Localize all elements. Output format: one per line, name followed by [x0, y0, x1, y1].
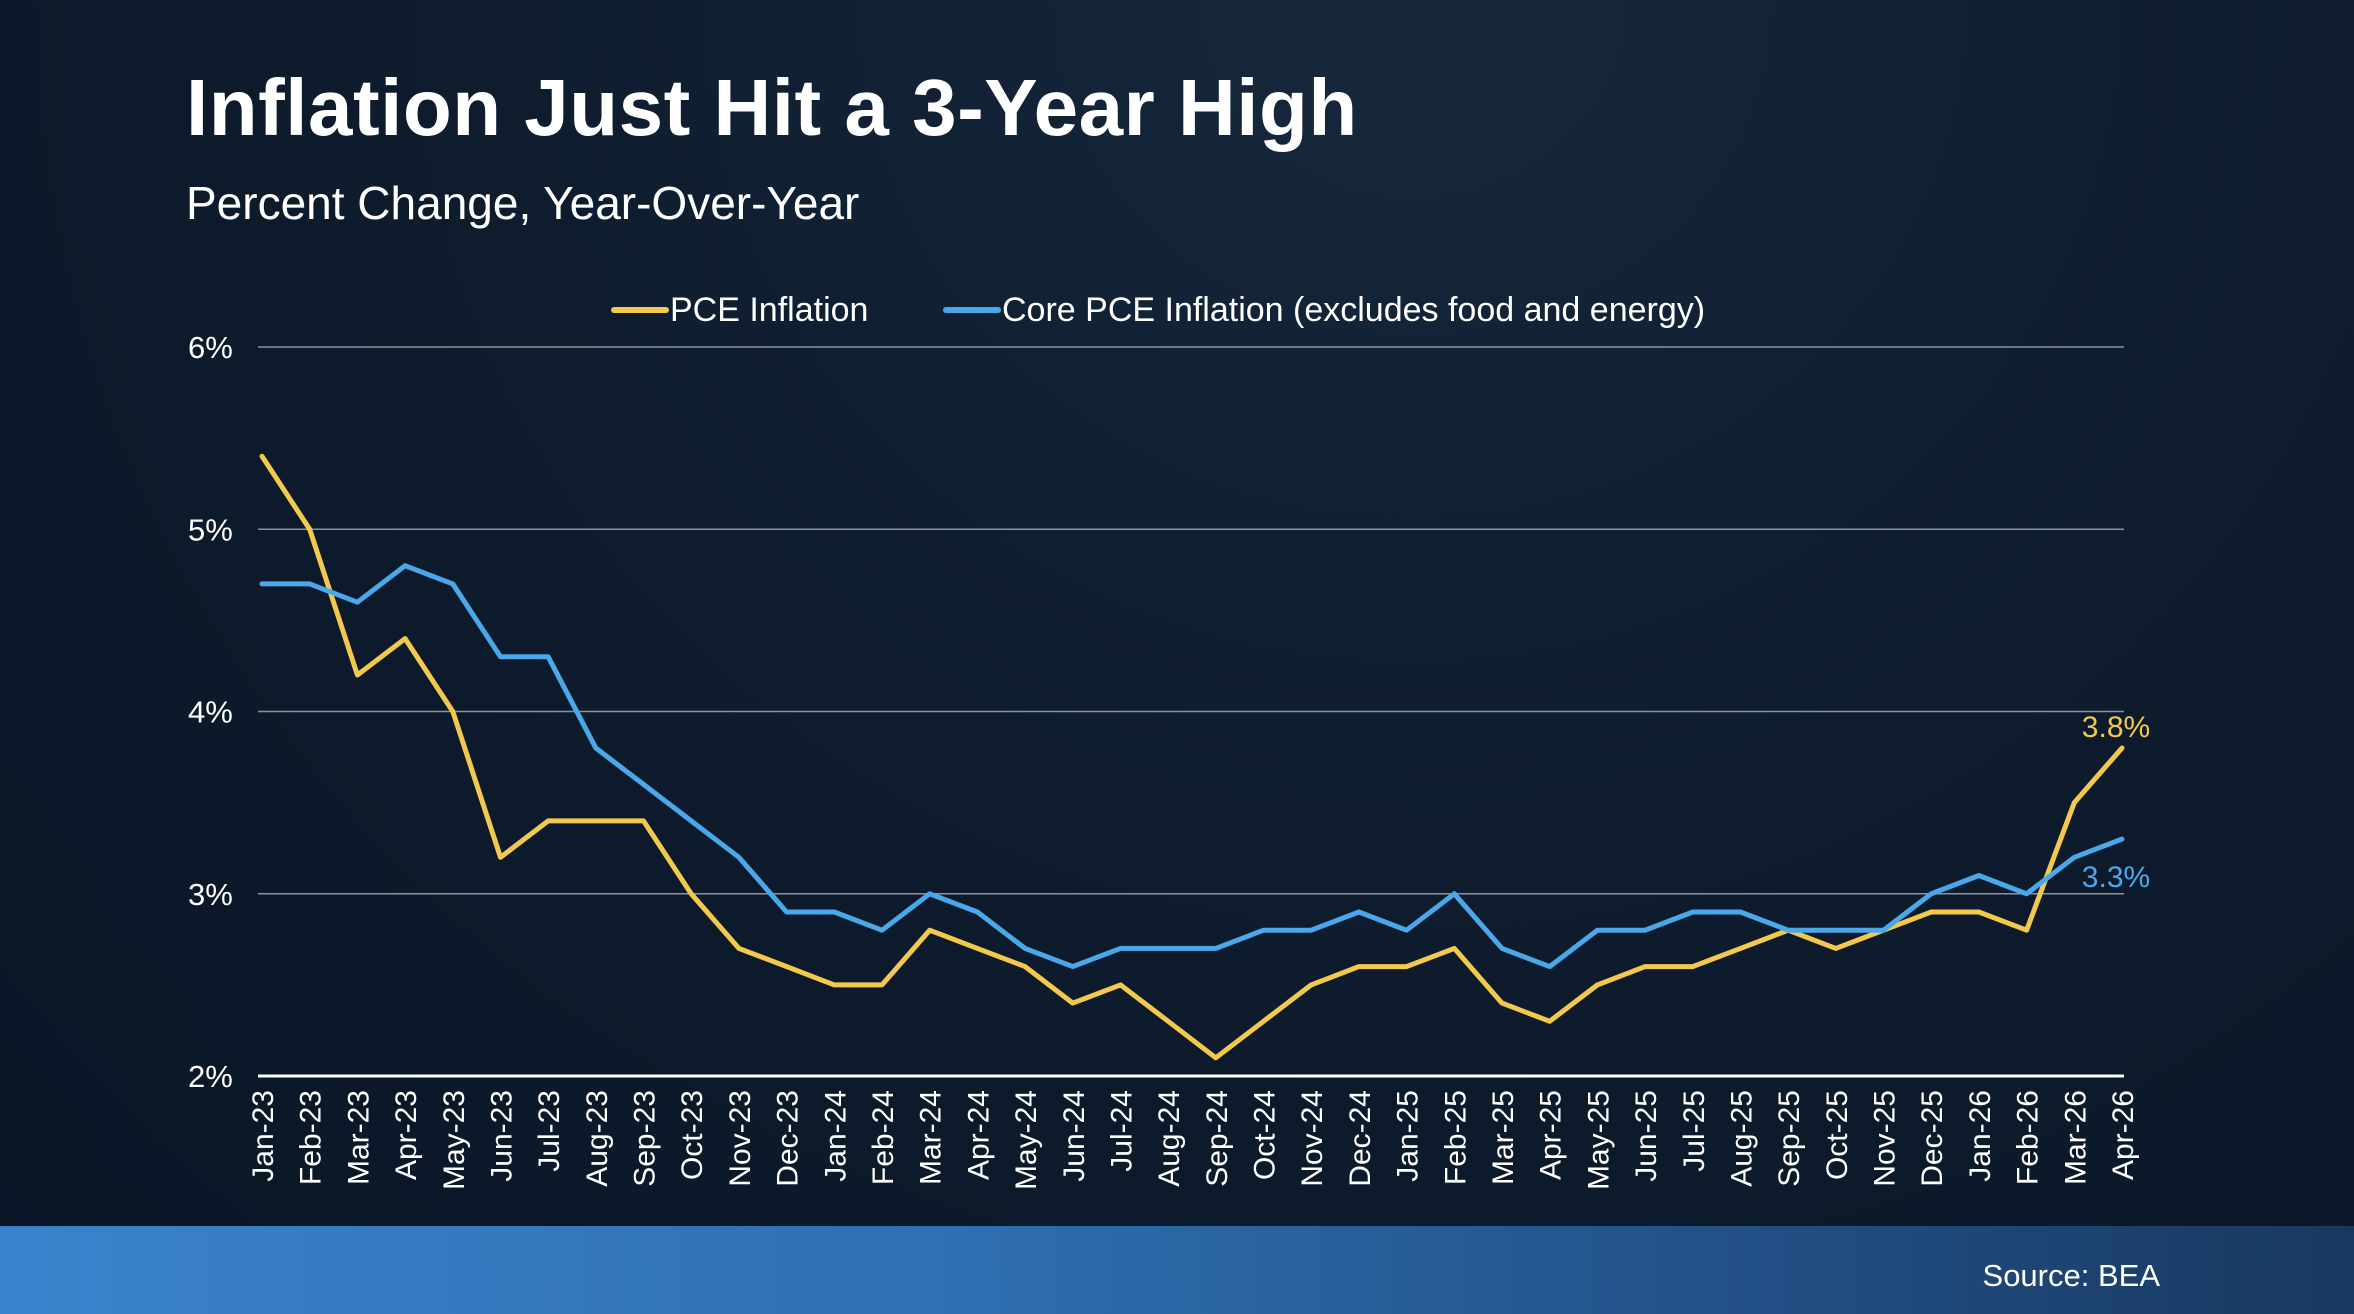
y-tick-label: 2%: [188, 1059, 233, 1094]
x-tick-label: Apr-23: [390, 1090, 423, 1180]
x-tick-label: Dec-24: [1344, 1090, 1377, 1187]
x-tick-label: Jun-23: [485, 1090, 518, 1182]
chart-subtitle: Percent Change, Year-Over-Year: [186, 177, 860, 229]
x-tick-label: Aug-24: [1153, 1090, 1186, 1187]
x-tick-label: Jan-25: [1392, 1090, 1425, 1182]
x-tick-label: Jul-24: [1105, 1090, 1138, 1172]
x-tick-label: Apr-25: [1535, 1090, 1568, 1180]
x-tick-label: Feb-24: [867, 1090, 900, 1185]
x-tick-label: Jan-23: [247, 1090, 280, 1182]
x-tick-label: May-25: [1582, 1090, 1615, 1190]
x-tick-label: Nov-23: [724, 1090, 757, 1187]
x-tick-label: Dec-25: [1916, 1090, 1949, 1187]
x-tick-label: Nov-24: [1296, 1090, 1329, 1187]
x-tick-label: Mar-26: [2059, 1090, 2092, 1185]
series-lines: [259, 453, 2125, 1061]
x-tick-label: Feb-23: [295, 1090, 328, 1185]
y-axis-ticks: 2% 3% 4% 5% 6%: [188, 330, 233, 1094]
line-chart: 2% 3% 4% 5% 6% Jan-23 Feb-23 Mar-23 Apr-23 May-2…: [188, 291, 2151, 1190]
x-tick-label: Jan-24: [819, 1090, 852, 1182]
x-tick-label: Aug-23: [581, 1090, 614, 1187]
x-tick-label: Feb-26: [2012, 1090, 2045, 1185]
x-tick-label: Aug-25: [1725, 1090, 1758, 1187]
core-pce-end-label: 3.3%: [2082, 861, 2150, 894]
y-tick-label: 5%: [188, 512, 233, 547]
legend-label-pce: PCE Inflation: [670, 291, 868, 329]
x-tick-label: Jun-24: [1058, 1090, 1091, 1182]
legend-label-core-pce: Core PCE Inflation (excludes food and en…: [1002, 291, 1705, 329]
x-tick-label: Oct-24: [1249, 1090, 1282, 1180]
legend: PCE Inflation Core PCE Inflation (exclude…: [611, 291, 1705, 329]
x-tick-label: Jul-23: [533, 1090, 566, 1172]
x-tick-label: Apr-24: [962, 1090, 995, 1180]
x-tick-label: Apr-26: [2107, 1090, 2140, 1180]
x-tick-label: Mar-23: [342, 1090, 375, 1185]
x-tick-label: Oct-23: [676, 1090, 709, 1180]
y-tick-label: 3%: [188, 877, 233, 912]
x-tick-label: Oct-25: [1821, 1090, 1854, 1180]
x-tick-label: Sep-24: [1201, 1090, 1234, 1187]
footer-bar: Source: BEA: [0, 1226, 2354, 1314]
x-tick-label: May-23: [438, 1090, 471, 1190]
chart-title: Inflation Just Hit a 3-Year High: [186, 63, 1358, 152]
grid-lines: [258, 346, 2124, 1078]
x-tick-label: Mar-24: [915, 1090, 948, 1185]
x-tick-label: Nov-25: [1869, 1090, 1902, 1187]
x-tick-label: Sep-23: [629, 1090, 662, 1187]
end-labels: 3.8% 3.3%: [2082, 711, 2150, 894]
source-note: Source: BEA: [1982, 1258, 2160, 1293]
x-tick-label: Mar-25: [1487, 1090, 1520, 1185]
pce-inflation-line: [259, 453, 2125, 1061]
x-tick-label: Jun-25: [1630, 1090, 1663, 1182]
x-tick-label: Sep-25: [1773, 1090, 1806, 1187]
x-tick-label: Feb-25: [1439, 1090, 1472, 1185]
x-tick-label: Dec-23: [772, 1090, 805, 1187]
x-tick-label: Jan-26: [1964, 1090, 1997, 1182]
y-tick-label: 6%: [188, 330, 233, 365]
x-axis-ticks: Jan-23 Feb-23 Mar-23 Apr-23 May-23 Jun-23 Jul-…: [247, 1090, 2140, 1190]
x-tick-label: May-24: [1010, 1090, 1043, 1190]
x-tick-label: Jul-25: [1678, 1090, 1711, 1172]
core-pce-inflation-line: [259, 563, 2125, 970]
pce-end-label: 3.8%: [2082, 711, 2150, 744]
y-tick-label: 4%: [188, 695, 233, 730]
